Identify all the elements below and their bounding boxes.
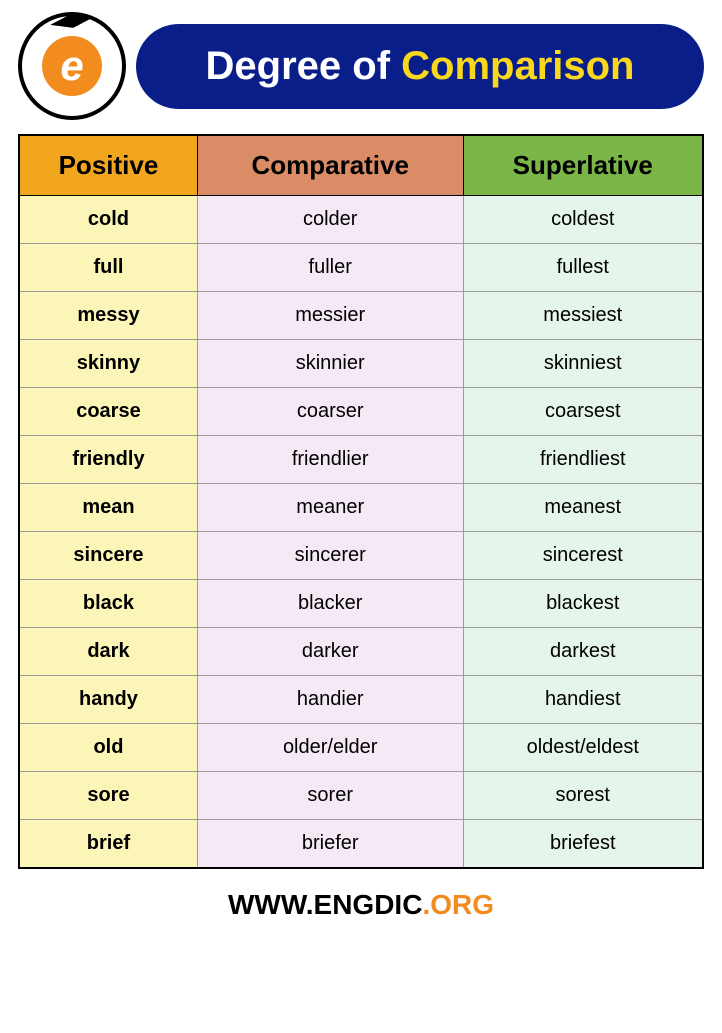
table-row: briefbrieferbriefest (19, 820, 703, 869)
cell-positive: skinny (19, 340, 197, 388)
title-part2: Comparison (401, 44, 634, 88)
cell-comparative: friendlier (197, 436, 463, 484)
cell-superlative: friendliest (463, 436, 703, 484)
cell-superlative: coarsest (463, 388, 703, 436)
cell-superlative: messiest (463, 292, 703, 340)
cell-comparative: sincerer (197, 532, 463, 580)
cell-positive: black (19, 580, 197, 628)
cell-comparative: sorer (197, 772, 463, 820)
cell-superlative: blackest (463, 580, 703, 628)
cell-positive: sincere (19, 532, 197, 580)
cell-superlative: briefest (463, 820, 703, 869)
cell-superlative: sorest (463, 772, 703, 820)
cell-superlative: fullest (463, 244, 703, 292)
cell-comparative: messier (197, 292, 463, 340)
footer-part3: .ORG (422, 889, 494, 920)
table-row: fullfullerfullest (19, 244, 703, 292)
cell-positive: brief (19, 820, 197, 869)
cell-comparative: colder (197, 196, 463, 244)
cell-comparative: meaner (197, 484, 463, 532)
cell-comparative: handier (197, 676, 463, 724)
table-wrap: Positive Comparative Superlative coldcol… (0, 134, 722, 879)
title-pill: Degree of Comparison (136, 24, 704, 109)
col-header-superlative: Superlative (463, 135, 703, 196)
table-row: darkdarkerdarkest (19, 628, 703, 676)
table-body: coldcoldercoldestfullfullerfullestmessym… (19, 196, 703, 869)
col-header-comparative: Comparative (197, 135, 463, 196)
cell-comparative: briefer (197, 820, 463, 869)
col-header-positive: Positive (19, 135, 197, 196)
cell-positive: full (19, 244, 197, 292)
table-header-row: Positive Comparative Superlative (19, 135, 703, 196)
table-row: skinnyskinnierskinniest (19, 340, 703, 388)
cell-positive: sore (19, 772, 197, 820)
title-part1: Degree of (206, 44, 402, 88)
page-container: e Degree of Comparison Positive Comparat… (0, 0, 722, 941)
cell-positive: dark (19, 628, 197, 676)
table-row: blackblackerblackest (19, 580, 703, 628)
cell-superlative: sincerest (463, 532, 703, 580)
cell-comparative: darker (197, 628, 463, 676)
comparison-table: Positive Comparative Superlative coldcol… (18, 134, 704, 869)
logo-badge: e (18, 12, 126, 120)
cell-positive: friendly (19, 436, 197, 484)
cell-superlative: handiest (463, 676, 703, 724)
graduation-cap-icon (49, 10, 95, 31)
table-row: coarsecoarsercoarsest (19, 388, 703, 436)
logo-letter: e (42, 36, 102, 96)
table-row: coldcoldercoldest (19, 196, 703, 244)
cell-positive: old (19, 724, 197, 772)
table-row: sinceresincerersincerest (19, 532, 703, 580)
header: e Degree of Comparison (0, 0, 722, 134)
table-row: friendlyfriendlierfriendliest (19, 436, 703, 484)
cell-positive: mean (19, 484, 197, 532)
table-row: meanmeanermeanest (19, 484, 703, 532)
cell-positive: cold (19, 196, 197, 244)
cell-positive: messy (19, 292, 197, 340)
footer: WWW.ENGDIC.ORG (0, 879, 722, 941)
cell-superlative: coldest (463, 196, 703, 244)
cell-superlative: darkest (463, 628, 703, 676)
cell-positive: coarse (19, 388, 197, 436)
table-row: oldolder/elderoldest/eldest (19, 724, 703, 772)
cell-comparative: older/elder (197, 724, 463, 772)
table-row: messymessiermessiest (19, 292, 703, 340)
table-row: soresorersorest (19, 772, 703, 820)
cell-positive: handy (19, 676, 197, 724)
cell-comparative: blacker (197, 580, 463, 628)
cell-superlative: skinniest (463, 340, 703, 388)
table-row: handyhandierhandiest (19, 676, 703, 724)
footer-part2: ENGDIC (314, 889, 423, 920)
cell-superlative: oldest/eldest (463, 724, 703, 772)
cell-superlative: meanest (463, 484, 703, 532)
cell-comparative: skinnier (197, 340, 463, 388)
footer-part1: WWW. (228, 889, 314, 920)
cell-comparative: coarser (197, 388, 463, 436)
cell-comparative: fuller (197, 244, 463, 292)
